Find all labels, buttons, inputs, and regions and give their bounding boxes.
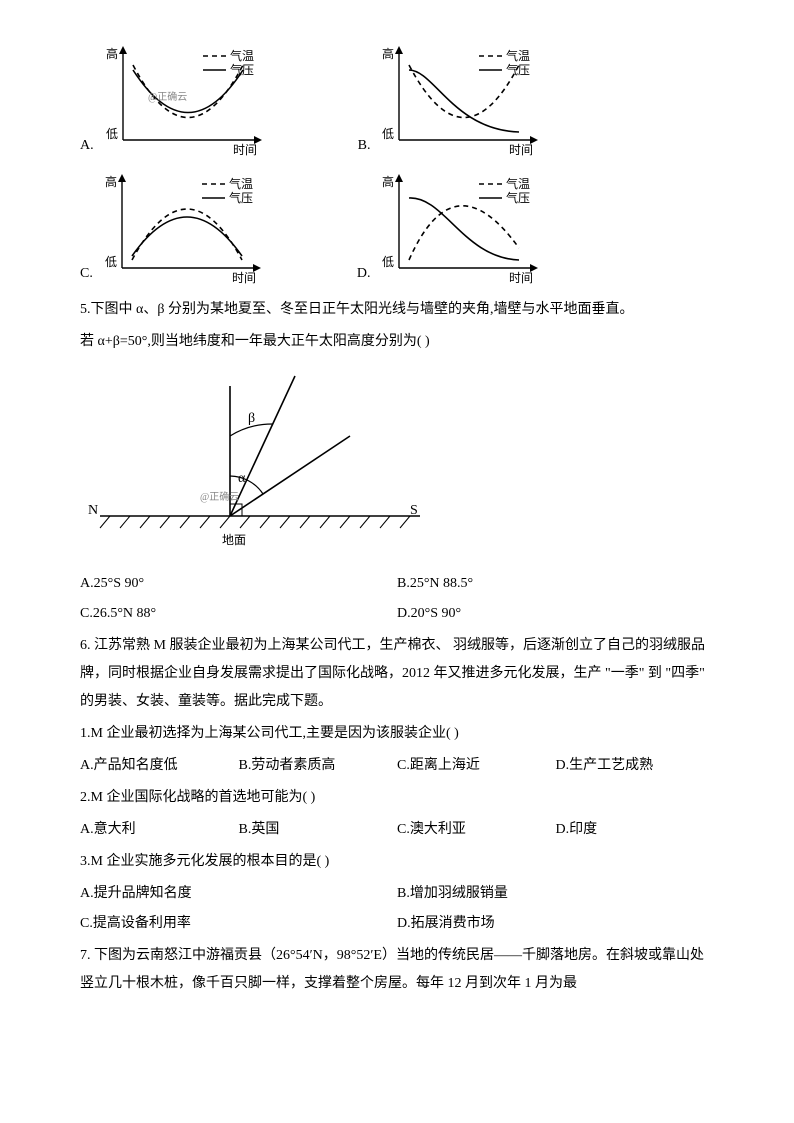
svg-text:气温: 气温	[506, 48, 530, 63]
svg-text:低: 低	[382, 127, 394, 141]
chart-label-C: C.	[80, 260, 93, 288]
q6-s3C: C.提高设备利用率	[80, 910, 397, 938]
svg-text:时间: 时间	[509, 143, 533, 157]
q6-intro: 6. 江苏常熟 M 服装企业最初为上海某公司代工，生产棉衣、 羽绒服等，后逐渐创…	[80, 632, 714, 716]
chart-B: B. 高 低 时间 气温 气压	[358, 40, 555, 160]
chart-C: C. 高 低 时间 气温 气压	[80, 168, 277, 288]
q6-s1-opts: A.产品知名度低 B.劳动者素质高 C.距离上海近 D.生产工艺成熟	[80, 752, 714, 780]
q5-options-1: A.25°S 90° B.25°N 88.5°	[80, 570, 714, 598]
q6-s2C: C.澳大利亚	[397, 816, 556, 844]
svg-text:气压: 气压	[506, 190, 530, 205]
svg-text:高: 高	[382, 174, 394, 189]
q5-options-2: C.26.5°N 88° D.20°S 90°	[80, 600, 714, 628]
q5-line1: 5.下图中 α、β 分别为某地夏至、冬至日正午太阳光线与墙壁的夹角,墙壁与水平地…	[80, 296, 714, 324]
svg-text:低: 低	[106, 127, 118, 141]
q6-s1C: C.距离上海近	[397, 752, 556, 780]
chart-A-svg: 高 低 时间 气温 气压 @正确云	[98, 40, 278, 160]
q6-s2-opts: A.意大利 B.英国 C.澳大利亚 D.印度	[80, 816, 714, 844]
q6-s3A: A.提升品牌知名度	[80, 880, 397, 908]
q5-optD: D.20°S 90°	[397, 600, 714, 628]
svg-text:高: 高	[106, 46, 118, 61]
q6-s1A: A.产品知名度低	[80, 752, 239, 780]
svg-text:地面: 地面	[222, 533, 246, 547]
q5-optA: A.25°S 90°	[80, 570, 397, 598]
q6-s1B: B.劳动者素质高	[239, 752, 398, 780]
svg-text:低: 低	[382, 255, 394, 269]
svg-text:气温: 气温	[230, 48, 254, 63]
svg-text:气压: 气压	[230, 62, 254, 77]
q5-line2: 若 α+β=50°,则当地纬度和一年最大正午太阳高度分别为( )	[80, 328, 714, 356]
dir-S: S	[410, 503, 418, 518]
q6-sub3: 3.M 企业实施多元化发展的根本目的是( )	[80, 848, 714, 876]
svg-text:气压: 气压	[229, 190, 253, 205]
svg-text:时间: 时间	[509, 271, 533, 285]
svg-text:时间: 时间	[233, 143, 257, 157]
chart-A: A. 高 低 时间 气温 气压 @正确云	[80, 40, 278, 160]
q6-s3B: B.增加羽绒服销量	[397, 880, 714, 908]
q6-sub1: 1.M 企业最初选择为上海某公司代工,主要是因为该服装企业( )	[80, 720, 714, 748]
q6-s3-opts-1: A.提升品牌知名度 B.增加羽绒服销量	[80, 880, 714, 908]
svg-text:气压: 气压	[506, 62, 530, 77]
chart-B-svg: 高 低 时间 气温 气压	[374, 40, 554, 160]
q7-text: 7. 下图为云南怒江中游福贡县（26°54′N，98°52′E）当地的传统民居—…	[80, 942, 714, 998]
chart-label-A: A.	[80, 132, 94, 160]
chart-label-B: B.	[358, 132, 371, 160]
svg-text:低: 低	[105, 255, 117, 269]
svg-text:@正确云: @正确云	[148, 90, 187, 103]
q6-s2D: D.印度	[556, 816, 715, 844]
svg-text:高: 高	[105, 174, 117, 189]
q5-diagram: α β N S 地面 @正确云	[80, 366, 714, 556]
svg-text:@正确云: @正确云	[200, 490, 239, 503]
q5-optB: B.25°N 88.5°	[397, 570, 714, 598]
q6-s3D: D.拓展消费市场	[397, 910, 714, 938]
svg-text:α: α	[238, 471, 246, 486]
dir-N: N	[88, 503, 98, 518]
svg-text:时间: 时间	[232, 271, 256, 285]
svg-text:高: 高	[382, 46, 394, 61]
q6-s2A: A.意大利	[80, 816, 239, 844]
svg-text:β: β	[248, 411, 255, 426]
q6-sub2: 2.M 企业国际化战略的首选地可能为( )	[80, 784, 714, 812]
chart-label-D: D.	[357, 260, 371, 288]
chart-D: D. 高 低 时间 气温 气压	[357, 168, 555, 288]
q6-s1D: D.生产工艺成熟	[556, 752, 715, 780]
svg-text:气温: 气温	[506, 176, 530, 191]
chart-grid: A. 高 低 时间 气温 气压 @正确云 B.	[80, 40, 714, 288]
chart-D-svg: 高 低 时间 气温 气压	[374, 168, 554, 288]
q6-s3-opts-2: C.提高设备利用率 D.拓展消费市场	[80, 910, 714, 938]
svg-text:气温: 气温	[229, 176, 253, 191]
q6-s2B: B.英国	[239, 816, 398, 844]
chart-C-svg: 高 低 时间 气温 气压	[97, 168, 277, 288]
q5-optC: C.26.5°N 88°	[80, 600, 397, 628]
